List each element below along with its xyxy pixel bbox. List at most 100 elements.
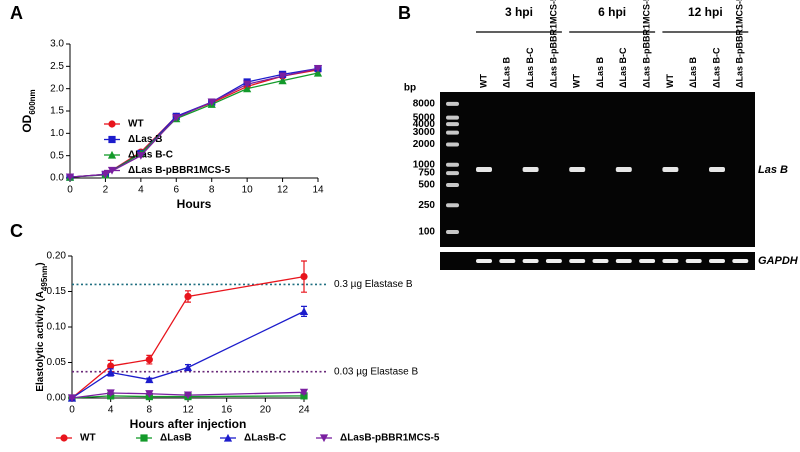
y-axis-label-sub: 600nm [28,89,37,114]
marker [60,434,68,442]
control-band [639,259,656,263]
legend-label: ΔLasB-C [244,433,286,444]
y-axis-label: OD600nm [20,89,36,132]
target-band [615,167,632,172]
x-tick-label: 14 [312,185,324,196]
x-tick-label: 16 [221,405,233,416]
lane-label: WT [665,74,675,88]
control-band [709,259,725,263]
target-band [662,167,679,172]
control-band [662,259,679,263]
marker [207,98,216,107]
y-axis-label: Elastolytic activity (A495nm) [35,262,49,391]
legend-label: ΔLasB [160,433,192,444]
marker [145,375,154,384]
series-line [69,67,319,178]
marker [243,84,252,93]
y-axis-label-text: Elastolytic activity (A [35,291,46,392]
panel-letter: C [10,221,23,241]
marker [313,68,323,77]
control-band [592,259,609,263]
control-band [685,259,702,263]
marker [243,80,252,89]
lane-label: ΔLas B-C [525,47,535,88]
panel-letter: A [10,3,23,23]
lane-label: ΔLas B [595,57,605,88]
control-band [569,259,586,263]
target-label: Las B [758,164,788,176]
target-band [709,167,725,172]
y-axis-label-text: OD [20,114,34,132]
lane-label: ΔLas B-C [618,47,628,88]
ladder-label: 1000 [413,159,436,170]
marker [172,114,181,122]
marker [319,434,329,443]
marker [278,72,287,81]
y-tick-label: 0.00 [47,393,67,404]
ladder-title: bp [404,83,416,94]
x-tick-label: 4 [108,405,114,416]
ladder-band [446,230,459,234]
marker [278,76,287,85]
y-tick-label: 0.20 [47,251,67,262]
group-label: 3 hpi [505,5,533,19]
ladder-band [446,203,459,208]
series-line [69,67,319,178]
marker [223,433,233,442]
ladder-label: 100 [418,227,435,238]
marker [299,307,309,315]
lane-label: ΔLas B-pBBR1MCS-5 [735,0,745,88]
marker [183,363,193,372]
control-band [522,259,539,263]
y-tick-label: 0.5 [50,150,64,161]
control-label: GAPDH [758,255,799,267]
x-tick-label: 4 [138,185,144,196]
marker [300,272,308,281]
control-band [615,259,632,263]
marker [140,434,148,442]
marker [108,120,116,128]
reference-label: 0.3 µg Elastase B [334,279,413,290]
ladder-label: 3000 [413,127,436,138]
marker [107,150,117,159]
marker [67,394,77,403]
marker [145,356,153,364]
marker [106,389,115,398]
marker [106,368,115,377]
y-tick-label: 0.15 [47,286,67,297]
ladder-band [446,115,459,120]
control-band [499,259,516,263]
group-label: 12 hpi [688,5,723,19]
lane-label: ΔLas B [502,57,512,88]
x-tick-label: 0 [67,185,73,196]
x-tick-label: 2 [103,185,109,196]
lane-label: ΔLas B-C [711,47,721,88]
marker [65,173,75,182]
panel-letter: B [398,3,411,23]
y-axis-label-text: ) [35,262,46,265]
reference-label: 0.03 µg Elastase B [334,366,418,377]
control-band [732,259,749,263]
marker [313,64,323,73]
y-axis-label-sub: 495nm [40,266,49,291]
ladder-label: 500 [418,180,435,191]
ladder-label: 750 [418,168,435,179]
gel [440,92,755,247]
marker [299,388,309,397]
x-tick-label: 8 [147,405,153,416]
legend-label: ΔLas B-C [128,150,173,161]
target-band [569,167,586,172]
group-label: 6 hpi [598,5,626,19]
x-axis-label: Hours after injection [130,417,247,431]
x-tick-label: 10 [242,185,254,196]
marker [183,391,193,400]
ladder-band [446,162,459,167]
marker [184,292,192,301]
series-line [71,310,305,399]
legend-label: WT [80,433,96,444]
lane-label: ΔLas B [688,57,698,88]
legend-label: ΔLasB-pBBR1MCS-5 [340,433,440,444]
x-axis-label: Hours [177,197,212,211]
control-band [545,259,562,263]
